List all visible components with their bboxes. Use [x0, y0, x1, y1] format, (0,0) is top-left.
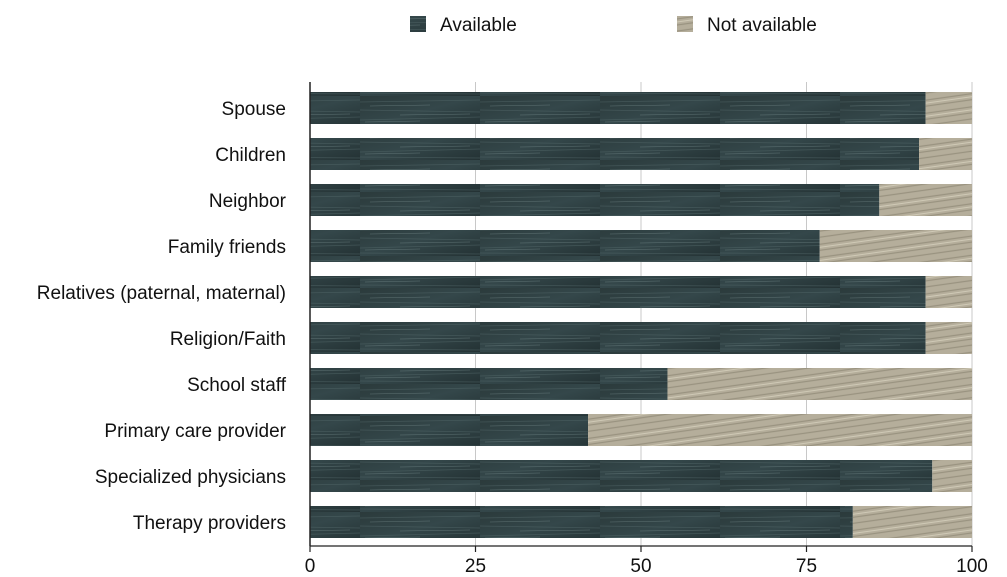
tick-label-x: 75 [796, 556, 817, 577]
category-label: Specialized physicians [95, 467, 286, 488]
bar-not-available [588, 414, 972, 446]
category-label: Family friends [168, 237, 286, 258]
category-label: School staff [187, 375, 287, 396]
bar-available [310, 414, 589, 446]
bar-available [310, 322, 926, 354]
tick-label-x: 50 [630, 556, 651, 577]
tick-label-x: 25 [465, 556, 486, 577]
category-label: Relatives (paternal, maternal) [37, 283, 286, 304]
bar-available [310, 92, 926, 124]
bar-not-available [925, 276, 972, 308]
category-label: Neighbor [209, 191, 287, 212]
category-label: Spouse [222, 99, 286, 120]
legend-swatch-available [410, 16, 426, 32]
tick-label-x: 0 [305, 556, 316, 577]
bar-available [310, 368, 668, 400]
bar-not-available [932, 460, 972, 492]
bar-available [310, 276, 926, 308]
bar-available [310, 230, 820, 262]
tick-label-x: 100 [956, 556, 988, 577]
bar-available [310, 460, 933, 492]
category-label: Primary care provider [104, 421, 286, 442]
bar-available [310, 138, 920, 170]
bar-not-available [925, 92, 972, 124]
legend-label: Not available [707, 15, 817, 36]
category-label: Religion/Faith [170, 329, 286, 350]
legend-label: Available [440, 15, 517, 36]
bar-not-available [819, 230, 972, 262]
category-label: Therapy providers [133, 513, 286, 534]
category-label: Children [215, 145, 286, 166]
bar-not-available [925, 322, 972, 354]
bar-not-available [879, 184, 972, 216]
bar-not-available [919, 138, 972, 170]
bar-available [310, 184, 880, 216]
bar-not-available [667, 368, 972, 400]
legend-swatch-not-available [677, 16, 693, 32]
bar-available [310, 506, 853, 538]
bar-not-available [852, 506, 972, 538]
